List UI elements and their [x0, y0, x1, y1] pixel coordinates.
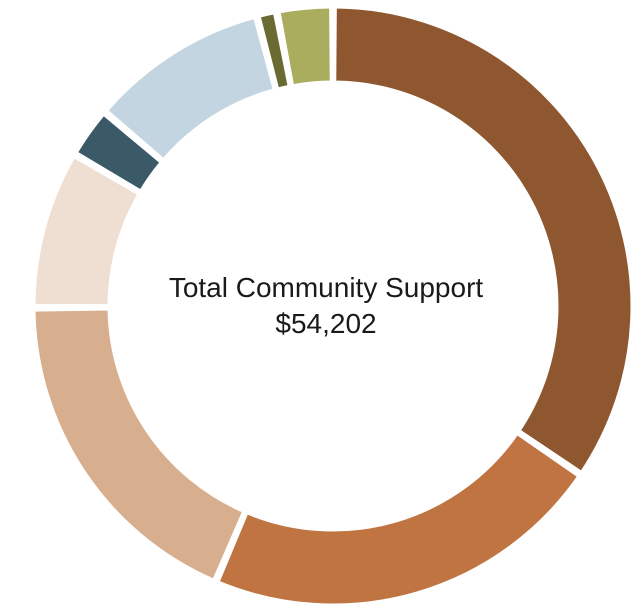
donut-slice-3	[32, 307, 246, 582]
donut-slice-5	[74, 112, 163, 193]
donut-slice-7	[257, 11, 291, 91]
center-total-value: $54,202	[275, 308, 377, 339]
donut-slice-1	[333, 5, 634, 474]
donut-slice-8	[277, 5, 333, 88]
donut-slices	[32, 5, 634, 607]
donut-slice-4	[32, 155, 141, 308]
donut-slice-2	[216, 432, 581, 607]
donut-slice-6	[105, 15, 276, 162]
center-title: Total Community Support	[168, 272, 484, 303]
